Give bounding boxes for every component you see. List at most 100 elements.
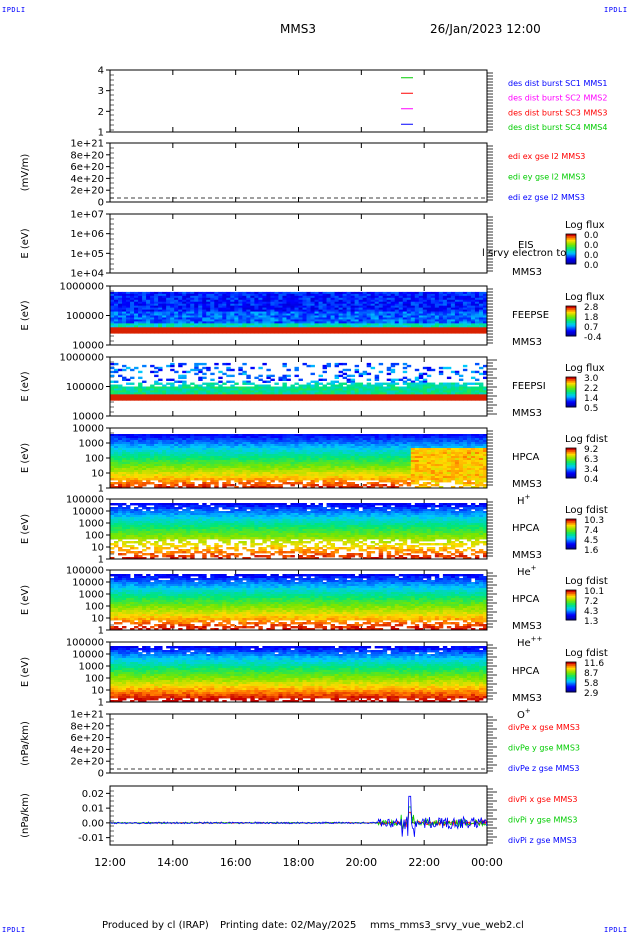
spectro-cell — [414, 299, 420, 303]
spectro-cell — [326, 319, 331, 322]
spectro-cell — [198, 466, 203, 469]
spectro-cell — [258, 303, 263, 307]
spectro-cell — [226, 482, 231, 485]
spectro-cell — [450, 319, 456, 322]
spectro-cell — [322, 470, 327, 473]
spectro-cell — [318, 398, 323, 401]
spectro-cell — [118, 293, 123, 297]
spectro-cell — [294, 307, 299, 310]
spectro-cell — [226, 374, 231, 378]
colorbar-cell — [566, 245, 576, 248]
spectro-cell — [222, 484, 227, 487]
spectro-cell — [338, 468, 344, 471]
spectro-cell — [170, 301, 175, 305]
spectro-cell — [142, 323, 147, 326]
spectro-cell — [322, 442, 327, 445]
colorbar-cell — [566, 309, 576, 313]
spectro-cell — [250, 452, 255, 455]
spectro-cell — [122, 315, 127, 318]
spectro-cell — [126, 301, 131, 305]
spectro-cell — [282, 462, 287, 465]
spectro-cell — [478, 390, 484, 393]
spectro-cell — [282, 470, 287, 473]
spectro-cell — [174, 464, 179, 467]
spectro-cell — [338, 464, 344, 467]
spectro-cell — [134, 366, 139, 370]
spectro-cell — [146, 329, 151, 332]
spectro-cell — [266, 448, 271, 451]
spectro-cell — [286, 476, 291, 479]
spectro-cell — [318, 438, 323, 441]
spectro-cell — [138, 396, 143, 399]
spectro-cell — [358, 301, 364, 305]
spectro-cell — [358, 299, 364, 303]
spectro-cell — [238, 450, 243, 453]
spectro-cell — [174, 450, 179, 453]
spectro-cell — [342, 438, 348, 441]
spectro-cell — [214, 307, 219, 310]
spectro-cell — [126, 323, 131, 326]
spectro-cell — [154, 458, 159, 461]
spectro-cell — [290, 291, 295, 295]
spectro-cell — [470, 291, 476, 295]
colorbar-tick-label: 0.7 — [584, 323, 598, 333]
spectro-cell — [258, 398, 263, 401]
spectro-cell — [250, 476, 255, 479]
spectro-cell — [254, 446, 259, 449]
spectro-cell — [306, 478, 311, 481]
spectro-cell — [218, 323, 223, 326]
spectro-cell — [170, 462, 175, 465]
spectro-cell — [330, 329, 335, 332]
colorbar-cell — [566, 321, 576, 324]
spectro-cell — [310, 390, 315, 393]
spectro-cell — [350, 309, 356, 312]
colorbar-tick-label: 0.0 — [584, 261, 599, 271]
spectro-cell — [262, 301, 267, 305]
spectro-cell — [346, 325, 352, 328]
spectro-cell — [422, 301, 428, 305]
spectro-cell — [262, 476, 267, 479]
spectro-cell — [302, 398, 307, 401]
spectro-cell — [266, 470, 271, 473]
spectro-cell — [298, 482, 303, 485]
spectro-cell — [194, 305, 199, 309]
spectro-cell — [346, 374, 352, 378]
spectro-cell — [162, 396, 167, 399]
spectro-cell — [334, 448, 340, 451]
spectro-cell — [378, 317, 384, 320]
spectro-cell — [230, 450, 235, 453]
spectro-cell — [118, 474, 123, 477]
spectro-cell — [218, 303, 223, 307]
spectro-cell — [326, 331, 331, 334]
spectro-cell — [206, 309, 211, 312]
spectro-cell — [190, 440, 195, 443]
spectro-cell — [122, 305, 127, 309]
spectro-cell — [406, 319, 412, 322]
spectro-cell — [318, 317, 323, 320]
spectro-cell — [114, 311, 119, 314]
spectro-cell — [378, 325, 384, 328]
spectro-cell — [278, 462, 283, 465]
spectro-cell — [154, 297, 159, 301]
colorbar-title: Log flux — [565, 220, 605, 231]
spectro-cell — [146, 327, 151, 330]
spectro-cell — [438, 307, 444, 310]
spectro-cell — [398, 315, 404, 318]
spectro-cell — [246, 301, 251, 305]
spectro-cell — [194, 472, 199, 475]
spectro-cell — [342, 325, 348, 328]
spectro-cell — [306, 293, 311, 297]
spectro-cell — [330, 436, 335, 439]
spectro-cell — [130, 434, 135, 437]
spectro-cell — [306, 317, 311, 320]
spectro-cell — [334, 476, 340, 479]
spectro-cell — [346, 456, 352, 459]
spectro-cell — [282, 325, 287, 328]
spectro-cell — [166, 464, 171, 467]
spectro-cell — [146, 311, 151, 314]
spectro-cell — [418, 394, 424, 397]
spectro-cell — [410, 303, 416, 307]
spectro-cell — [470, 305, 476, 309]
spectro-cell — [402, 390, 408, 393]
spectro-cell — [146, 309, 151, 312]
